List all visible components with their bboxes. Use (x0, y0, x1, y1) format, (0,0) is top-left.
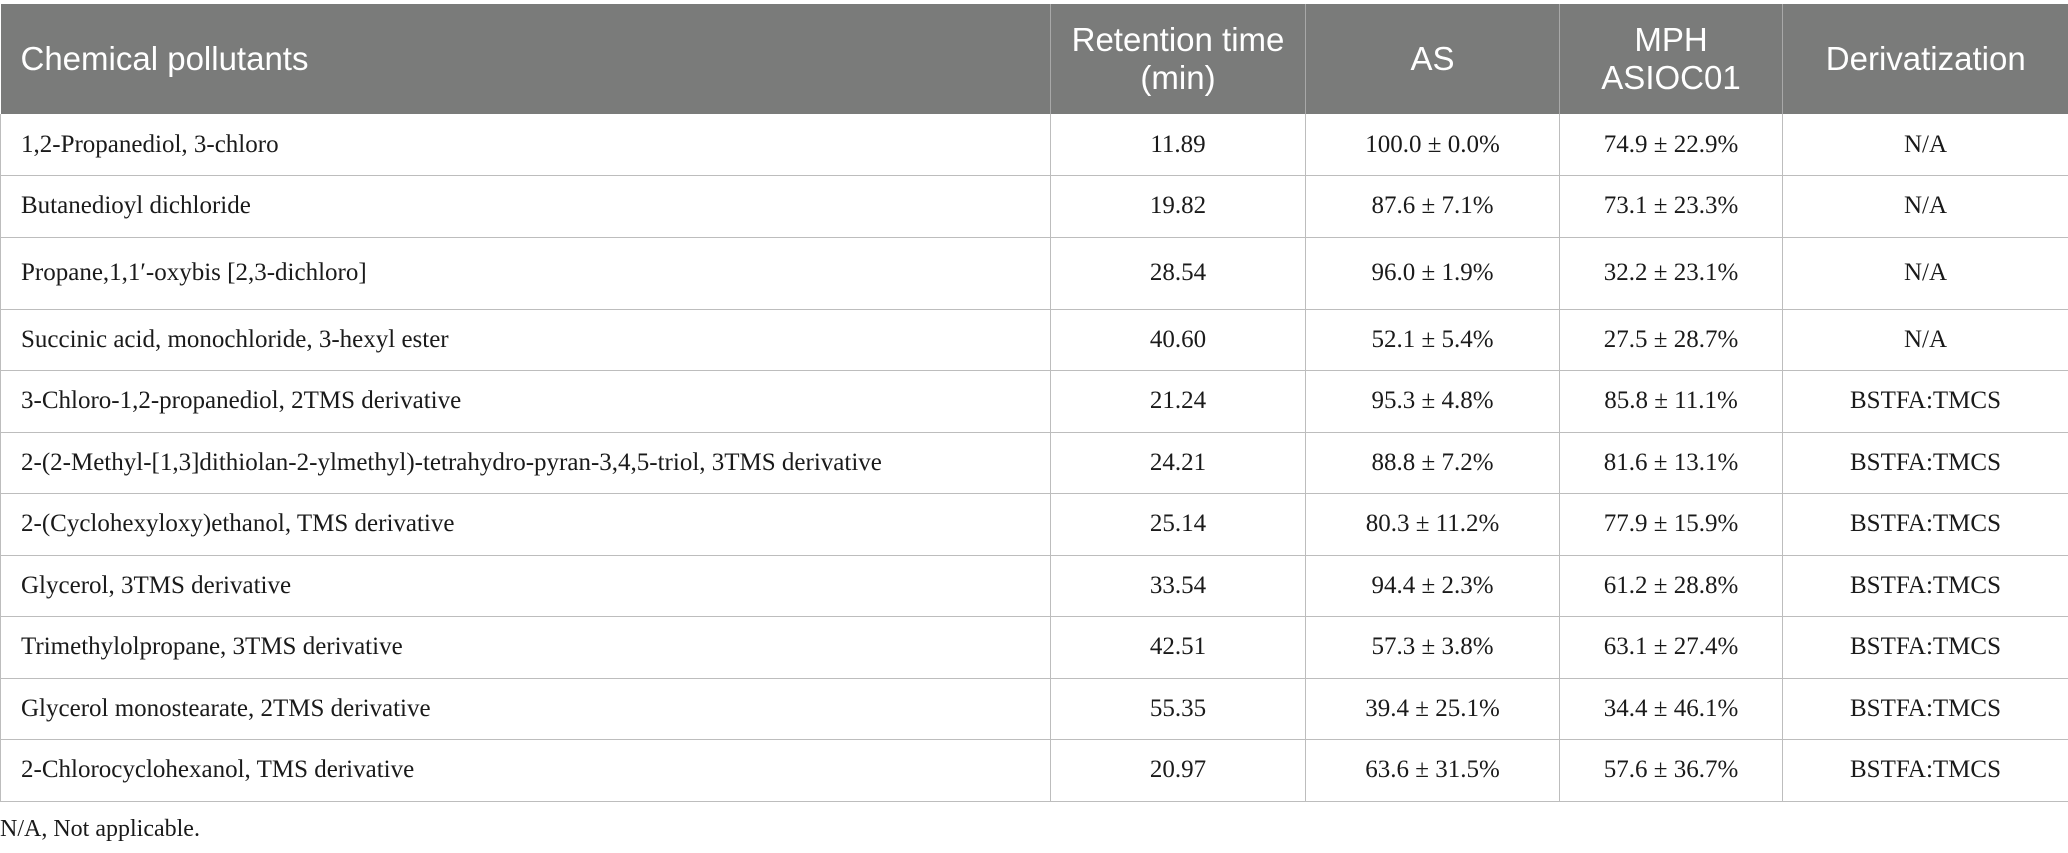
derivatization-cell: N/A (1782, 114, 2068, 176)
table-body: 1,2-Propanediol, 3-chloro 11.89 100.0 ± 0.… (0, 114, 2068, 802)
derivatization-cell: BSTFA:TMCS (1782, 616, 2068, 679)
as-cell: 94.4 ± 2.3% (1305, 555, 1560, 617)
retention-time-cell: 40.60 (1050, 309, 1306, 371)
chemical-name-cell: Butanedioyl dichloride (0, 175, 1051, 238)
retention-time-cell: 55.35 (1050, 678, 1306, 740)
table-row: 1,2-Propanediol, 3-chloro 11.89 100.0 ± 0.… (0, 114, 2068, 176)
retention-time-cell: 25.14 (1050, 493, 1306, 556)
retention-time-cell: 24.21 (1050, 432, 1306, 494)
table-row: Butanedioyl dichloride 19.82 87.6 ± 7.1% 73… (0, 175, 2068, 238)
chemical-name-cell: 2-(Cyclohexyloxy)ethanol, TMS derivative (0, 493, 1051, 556)
derivatization-cell: N/A (1782, 175, 2068, 238)
table-row: Trimethylolpropane, 3TMS derivative 42.51… (0, 616, 2068, 679)
as-cell: 39.4 ± 25.1% (1305, 678, 1560, 740)
as-cell: 100.0 ± 0.0% (1305, 114, 1560, 176)
as-cell: 96.0 ± 1.9% (1305, 237, 1560, 310)
mph-asioc01-cell: 32.2 ± 23.1% (1559, 237, 1783, 310)
as-cell: 63.6 ± 31.5% (1305, 739, 1560, 802)
retention-time-cell: 19.82 (1050, 175, 1306, 238)
retention-time-cell: 42.51 (1050, 616, 1306, 679)
table-row: Glycerol monostearate, 2TMS derivative 55… (0, 678, 2068, 740)
derivatization-cell: BSTFA:TMCS (1782, 370, 2068, 433)
retention-time-cell: 11.89 (1050, 114, 1306, 176)
as-cell: 52.1 ± 5.4% (1305, 309, 1560, 371)
as-cell: 57.3 ± 3.8% (1305, 616, 1560, 679)
chemical-name-cell: 2-Chlorocyclohexanol, TMS derivative (0, 739, 1051, 802)
retention-time-cell: 28.54 (1050, 237, 1306, 310)
mph-asioc01-cell: 61.2 ± 28.8% (1559, 555, 1783, 617)
table-row: 2-Chlorocyclohexanol, TMS derivative 20.9… (0, 739, 2068, 802)
mph-asioc01-cell: 57.6 ± 36.7% (1559, 739, 1783, 802)
table-row: 2-(2-Methyl-[1,3]dithiolan-2-ylmethyl)-t… (0, 432, 2068, 494)
header-as: AS (1305, 4, 1560, 114)
derivatization-cell: BSTFA:TMCS (1782, 739, 2068, 802)
retention-time-cell: 33.54 (1050, 555, 1306, 617)
derivatization-cell: N/A (1782, 309, 2068, 371)
table-row: 3-Chloro-1,2-propanediol, 2TMS derivativ… (0, 370, 2068, 433)
chemical-name-cell: Propane,1,1′-oxybis [2,3-dichloro] (0, 237, 1051, 310)
table-footnote: N/A, Not applicable. (0, 816, 200, 842)
header-retention-time: Retention time (min) (1050, 4, 1306, 114)
chemical-name-cell: Trimethylolpropane, 3TMS derivative (0, 616, 1051, 679)
header-row: Chemical pollutants Retention time (min)… (0, 4, 2068, 114)
table-row: 2-(Cyclohexyloxy)ethanol, TMS derivative… (0, 493, 2068, 556)
chemical-name-cell: Succinic acid, monochloride, 3-hexyl est… (0, 309, 1051, 371)
derivatization-cell: BSTFA:TMCS (1782, 555, 2068, 617)
table-row: Succinic acid, monochloride, 3-hexyl est… (0, 309, 2068, 371)
data-table-container: Chemical pollutants Retention time (min)… (0, 4, 2068, 802)
chemical-name-cell: 2-(2-Methyl-[1,3]dithiolan-2-ylmethyl)-t… (0, 432, 1051, 494)
as-cell: 80.3 ± 11.2% (1305, 493, 1560, 556)
header-derivatization: Derivatization (1782, 4, 2068, 114)
chemical-name-cell: 3-Chloro-1,2-propanediol, 2TMS derivativ… (0, 370, 1051, 433)
retention-time-cell: 20.97 (1050, 739, 1306, 802)
table-row: Propane,1,1′-oxybis [2,3-dichloro] 28.54 9… (0, 237, 2068, 310)
mph-asioc01-cell: 27.5 ± 28.7% (1559, 309, 1783, 371)
derivatization-cell: N/A (1782, 237, 2068, 310)
as-cell: 88.8 ± 7.2% (1305, 432, 1560, 494)
table-header: Chemical pollutants Retention time (min)… (0, 4, 2068, 114)
retention-time-cell: 21.24 (1050, 370, 1306, 433)
mph-asioc01-cell: 81.6 ± 13.1% (1559, 432, 1783, 494)
as-cell: 95.3 ± 4.8% (1305, 370, 1560, 433)
chemical-name-cell: Glycerol monostearate, 2TMS derivative (0, 678, 1051, 740)
mph-asioc01-cell: 34.4 ± 46.1% (1559, 678, 1783, 740)
mph-asioc01-cell: 74.9 ± 22.9% (1559, 114, 1783, 176)
derivatization-cell: BSTFA:TMCS (1782, 678, 2068, 740)
table-row: Glycerol, 3TMS derivative 33.54 94.4 ± 2.3… (0, 555, 2068, 617)
header-mph-asioc01: MPH ASIOC01 (1559, 4, 1783, 114)
header-chemical-pollutants: Chemical pollutants (0, 4, 1051, 114)
mph-asioc01-cell: 63.1 ± 27.4% (1559, 616, 1783, 679)
chemical-name-cell: Glycerol, 3TMS derivative (0, 555, 1051, 617)
mph-asioc01-cell: 77.9 ± 15.9% (1559, 493, 1783, 556)
pollutants-table: Chemical pollutants Retention time (min)… (0, 4, 2068, 802)
derivatization-cell: BSTFA:TMCS (1782, 493, 2068, 556)
as-cell: 87.6 ± 7.1% (1305, 175, 1560, 238)
mph-asioc01-cell: 73.1 ± 23.3% (1559, 175, 1783, 238)
mph-asioc01-cell: 85.8 ± 11.1% (1559, 370, 1783, 433)
derivatization-cell: BSTFA:TMCS (1782, 432, 2068, 494)
chemical-name-cell: 1,2-Propanediol, 3-chloro (0, 114, 1051, 176)
